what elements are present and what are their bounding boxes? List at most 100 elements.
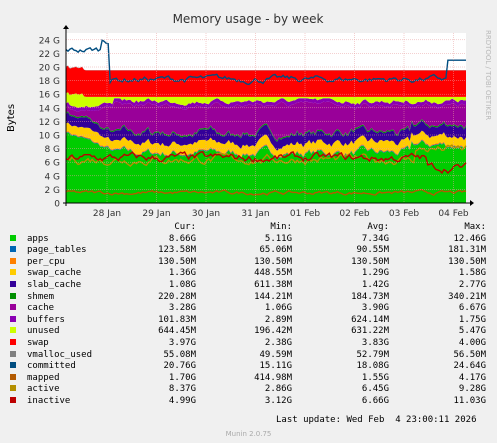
legend-avg-value: 52.79M <box>356 349 389 360</box>
legend-row-active: active 8.37G 2.86G 6.45G 9.28G <box>10 384 486 396</box>
area-shmem <box>66 111 466 142</box>
legend-swatch <box>10 269 16 276</box>
legend-avg-value: 3.90G <box>361 303 389 314</box>
x-tick-label: 31 Jan <box>241 209 269 219</box>
legend-row-swap-cache: swap_cache 1.36G 448.55M 1.29G 1.58G <box>10 268 486 280</box>
chart-title: Memory usage - by week <box>173 12 324 26</box>
legend-max-value: 12.46G <box>453 233 486 244</box>
legend-row-unused: unused 644.45M 196.42M 631.22M 5.47G <box>10 326 486 338</box>
legend-min-value: 144.21M <box>254 291 292 302</box>
legend-avg-value: 1.29G <box>361 268 389 279</box>
legend-row-per-cpu: per_cpu 130.50M 130.50M 130.50M 130.50M <box>10 257 486 269</box>
munin-version: Munin 2.0.75 <box>225 430 272 438</box>
legend-series-name: inactive <box>27 395 71 406</box>
legend-max-value: 6.67G <box>458 303 486 314</box>
legend-avg-value: 631.22M <box>351 326 389 337</box>
legend-swatch <box>10 246 16 253</box>
legend-series-name: page_tables <box>27 245 87 256</box>
legend-row-inactive: inactive 4.99G 3.12G 6.66G 11.03G <box>10 396 486 408</box>
area-buffers <box>66 98 466 112</box>
legend-cur-value: 1.08G <box>168 279 196 290</box>
x-tick-label: 04 Feb <box>438 209 469 219</box>
legend-min-value: 15.11G <box>259 361 292 372</box>
legend-cur-value: 1.70G <box>168 372 196 383</box>
legend-min-value: 65.06M <box>259 245 292 256</box>
x-tick-label: 30 Jan <box>192 209 220 219</box>
side-label: RRDTOOL / TOBI OETIKER <box>484 30 492 120</box>
legend-header-row: Cur: Min: Avg: Max: <box>10 222 486 234</box>
legend-cur-value: 123.58M <box>158 245 196 256</box>
legend-row-apps: apps 8.66G 5.11G 7.34G 12.46G <box>10 234 486 246</box>
legend-series-name: apps <box>27 233 49 244</box>
legend-row-page-tables: page_tables 123.58M 65.06M 90.55M 181.31M <box>10 245 486 257</box>
legend-swatch <box>10 338 16 345</box>
y-tick-label: 22 G <box>39 50 60 60</box>
legend-cur-value: 20.76G <box>163 361 196 372</box>
area-slab-cache <box>66 112 466 151</box>
legend-max-value: 1.75G <box>458 314 486 325</box>
legend-swatch <box>10 362 16 369</box>
legend-series-name: vmalloc_used <box>27 349 93 360</box>
legend-min-value: 130.50M <box>254 256 292 267</box>
legend-min-value: 196.42M <box>254 326 292 337</box>
legend-cur-value: 644.45M <box>158 326 196 337</box>
legend-swatch <box>10 396 16 403</box>
legend-min-value: 414.98M <box>254 372 292 383</box>
legend-swatch <box>10 280 16 287</box>
legend-max-value: 130.50M <box>448 256 486 267</box>
legend-swatch <box>10 292 16 299</box>
legend-max-value: 340.21M <box>448 291 486 302</box>
legend-cur-value: 1.36G <box>168 268 196 279</box>
legend-max-value: 9.28G <box>458 384 486 395</box>
y-tick-label: 0 <box>54 200 60 210</box>
legend-max-value: 11.03G <box>453 395 486 406</box>
x-tick-label: 02 Feb <box>339 209 370 219</box>
legend-row-committed: committed 20.76G 15.11G 18.08G 24.64G <box>10 361 486 373</box>
legend-series-name: buffers <box>27 314 65 325</box>
legend-max-value: 4.17G <box>458 372 486 383</box>
area-swap <box>66 65 466 97</box>
y-axis-arrow <box>63 25 69 29</box>
x-axis-arrow <box>470 200 474 206</box>
legend-series-name: slab_cache <box>27 279 82 290</box>
legend-series-name: cache <box>27 303 55 314</box>
x-axis-ticks: 28 Jan 29 Jan 30 Jan 31 Jan 01 Feb 02 Feb 03 F… <box>93 209 469 219</box>
y-tick-label: 16 G <box>39 91 60 101</box>
legend-min-value: 49.59M <box>259 349 292 360</box>
y-tick-label: 14 G <box>39 104 60 114</box>
legend-series-name: mapped <box>27 372 60 383</box>
legend-cur-value: 220.28M <box>158 291 196 302</box>
legend-row-swap: swap 3.97G 2.38G 3.83G 4.00G <box>10 338 486 350</box>
legend-min-value: 2.86G <box>264 384 292 395</box>
legend-max-value: 1.58G <box>458 268 486 279</box>
legend-avg-value: 130.50M <box>351 256 389 267</box>
legend-cur-value: 55.08M <box>163 349 196 360</box>
legend-series-name: active <box>27 384 60 395</box>
legend-cur-value: 8.37G <box>168 384 196 395</box>
legend-min-value: 2.38G <box>264 337 292 348</box>
header-avg: Avg: <box>367 222 389 232</box>
legend-series-name: committed <box>27 361 76 372</box>
legend-swatch <box>10 257 16 264</box>
legend-cur-value: 3.97G <box>168 337 196 348</box>
legend-max-value: 24.64G <box>453 361 486 372</box>
legend-row-shmem: shmem 220.28M 144.21M 184.73M 340.21M <box>10 292 486 304</box>
legend-cur-value: 4.99G <box>168 395 196 406</box>
y-tick-label: 18 G <box>39 77 60 87</box>
legend-min-value: 1.06G <box>264 303 292 314</box>
legend-avg-value: 90.55M <box>356 245 389 256</box>
area-apps <box>66 132 466 203</box>
legend-max-value: 5.47G <box>458 326 486 337</box>
legend-swatch <box>10 234 16 241</box>
stacked-area-layers <box>66 65 466 203</box>
x-tick-label: 01 Feb <box>290 209 321 219</box>
legend-avg-value: 6.45G <box>361 384 389 395</box>
x-tick-label: 28 Jan <box>93 209 121 219</box>
legend-avg-value: 1.55G <box>361 372 389 383</box>
legend-avg-value: 3.83G <box>361 337 389 348</box>
legend-series-name: swap <box>27 337 49 348</box>
legend-min-value: 5.11G <box>264 233 292 244</box>
legend-min-value: 611.38M <box>254 279 292 290</box>
legend-swatch <box>10 350 16 357</box>
y-tick-label: 2 G <box>44 186 60 196</box>
